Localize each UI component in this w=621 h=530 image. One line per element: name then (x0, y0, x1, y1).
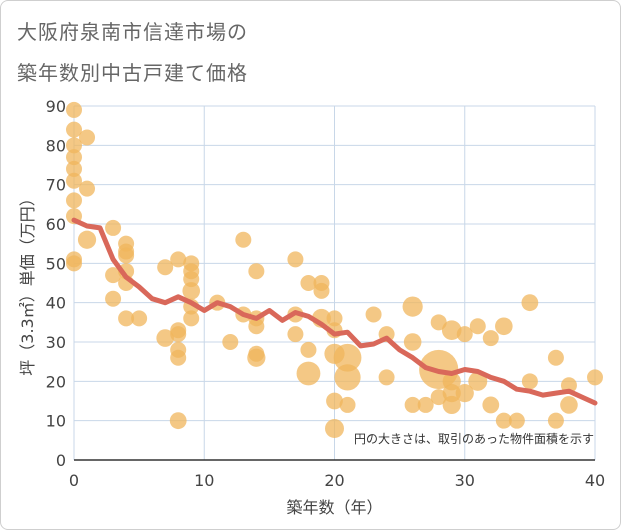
trend-line (71, 217, 598, 406)
data-bubble (170, 251, 187, 268)
data-bubble (326, 392, 343, 410)
data-bubble (547, 412, 564, 429)
data-bubble (495, 317, 513, 336)
data-bubble (333, 343, 362, 372)
x-tick-label: 0 (69, 471, 79, 490)
data-bubble (404, 396, 421, 413)
data-bubble (182, 282, 201, 300)
data-bubble (482, 330, 499, 347)
data-bubble (403, 333, 422, 351)
data-bubble (402, 296, 423, 317)
data-bubble (287, 326, 304, 343)
data-bubble (296, 361, 321, 386)
data-bubble (313, 282, 330, 299)
data-bubble (417, 396, 434, 413)
data-bubble (300, 275, 317, 291)
data-bubble (66, 255, 82, 272)
x-tick-label: 40 (585, 471, 605, 490)
data-bubble (378, 369, 395, 386)
data-bubble (66, 121, 82, 138)
data-bubble (560, 396, 578, 414)
y-tick-labels: 0 10 20 30 40 50 60 70 80 90 (46, 97, 66, 470)
x-tick-label: 30 (455, 471, 475, 490)
data-bubble (118, 247, 135, 264)
data-bubble (521, 373, 538, 390)
y-tick-label: 50 (46, 254, 66, 273)
data-bubble (105, 290, 122, 307)
data-bubble (66, 160, 82, 177)
data-bubble (547, 349, 564, 366)
data-bubble (66, 137, 82, 154)
data-bubble (79, 129, 96, 146)
data-bubble (118, 310, 135, 327)
data-bubble (339, 396, 356, 413)
data-bubble (131, 310, 148, 327)
y-tick-label: 70 (46, 176, 66, 195)
x-tick-label: 10 (194, 471, 214, 490)
bubble-size-note: 円の大きさは、取引のあった物件面積を示す (354, 431, 594, 446)
y-tick-label: 60 (46, 215, 66, 234)
x-axis-label: 築年数（年） (286, 498, 382, 517)
data-bubble (287, 251, 304, 268)
x-tick-labels: 0 10 20 30 40 (69, 471, 605, 490)
data-bubble (495, 412, 512, 429)
data-bubble (334, 364, 361, 391)
data-bubble (248, 318, 265, 335)
data-bubble (365, 306, 382, 323)
chart-title-line2: 築年数別中古戸建て価格 (17, 61, 248, 85)
data-bubble (508, 412, 525, 429)
data-bubble (325, 419, 344, 439)
data-bubble (183, 310, 200, 327)
data-bubble (169, 412, 187, 430)
y-tick-label: 10 (46, 412, 66, 431)
data-bubble (222, 334, 239, 350)
data-bubble (66, 172, 82, 189)
data-bubble (105, 267, 122, 284)
data-bubble (156, 329, 174, 347)
data-bubble (79, 180, 96, 197)
data-bubble (157, 259, 174, 276)
data-bubble (66, 192, 82, 209)
data-bubble (482, 396, 500, 414)
data-bubble (248, 263, 265, 280)
chart-title-line1: 大阪府泉南市信達市場の (17, 20, 248, 44)
y-tick-label: 0 (56, 451, 66, 470)
data-bubble (326, 310, 343, 327)
data-bubble (456, 326, 473, 343)
data-bubble (455, 384, 474, 403)
data-bubble (468, 371, 488, 391)
data-bubble (247, 348, 266, 367)
bubble-series (66, 101, 603, 439)
data-bubble (170, 326, 187, 343)
data-bubble (66, 101, 82, 118)
y-tick-label: 20 (46, 372, 66, 391)
x-tick-label: 20 (324, 471, 344, 490)
data-bubble (521, 294, 539, 312)
y-tick-label: 40 (46, 294, 66, 313)
data-bubble (441, 320, 462, 341)
data-bubble (442, 395, 461, 415)
y-axis-label: 坪（3.3㎡）単価（万円） (18, 190, 37, 375)
data-bubble (66, 149, 82, 166)
data-bubble (235, 231, 252, 248)
y-tick-label: 80 (46, 136, 66, 155)
data-bubble (469, 318, 486, 335)
data-bubble (170, 349, 187, 366)
y-tick-label: 30 (46, 333, 66, 352)
data-bubble (77, 230, 97, 249)
data-bubble (587, 369, 603, 386)
data-bubble (105, 219, 122, 236)
y-tick-label: 90 (46, 97, 66, 116)
data-bubble (300, 341, 317, 358)
data-bubble (430, 314, 447, 331)
